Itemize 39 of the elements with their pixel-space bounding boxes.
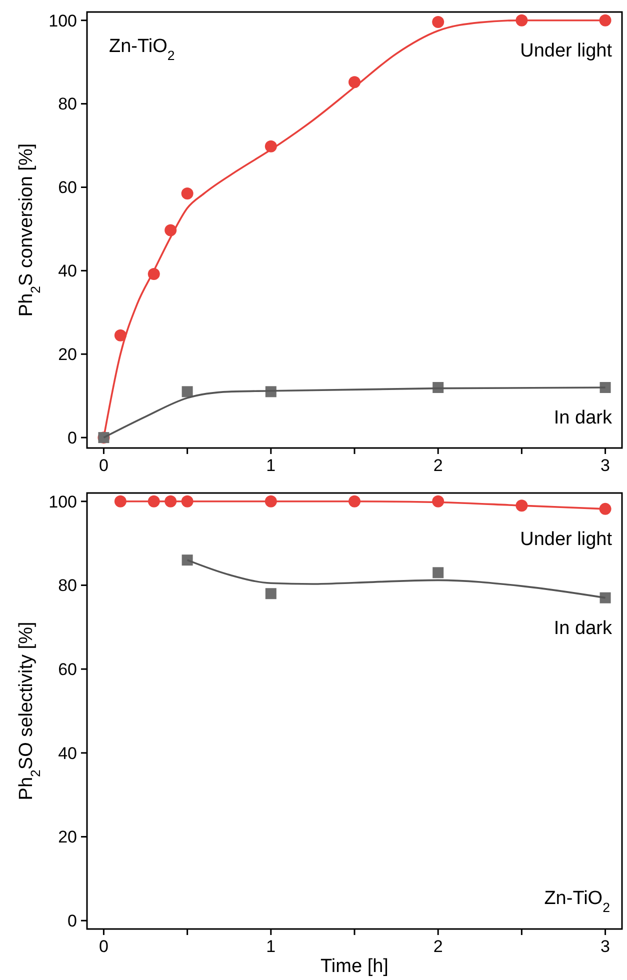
- annotation: Zn-TiO$_{2}$: [109, 36, 175, 62]
- annotation: Zn-TiO$_{2}$: [544, 888, 610, 914]
- point: [599, 502, 612, 515]
- x-tick-label: 3: [600, 937, 610, 956]
- y-tick-label: 80: [58, 576, 77, 596]
- point: [599, 14, 612, 26]
- y-tick-label: 20: [58, 828, 77, 847]
- x-tick-label: 2: [433, 937, 443, 956]
- point: [600, 592, 611, 604]
- series-label: Under light: [520, 528, 613, 550]
- point: [182, 386, 193, 398]
- point: [181, 187, 194, 200]
- x-tick-label: 0: [98, 456, 108, 475]
- y-tick-label: 80: [58, 94, 77, 114]
- y-tick-label: 100: [48, 492, 77, 512]
- x-tick-label: 0: [98, 937, 108, 956]
- point: [265, 588, 276, 600]
- x-axis-title: Time [h]: [320, 956, 388, 977]
- x-tick-label: 3: [600, 456, 610, 475]
- y-tick-label: 40: [58, 262, 77, 281]
- x-tick-label: 1: [266, 456, 276, 475]
- x-tick-label: 2: [433, 456, 443, 475]
- series-label: In dark: [554, 618, 612, 639]
- point: [182, 554, 193, 566]
- y-tick-label: 100: [48, 11, 77, 30]
- point: [432, 16, 444, 28]
- y-tick-label: 0: [68, 912, 77, 931]
- y-tick-label: 40: [58, 744, 77, 763]
- point: [114, 495, 126, 508]
- series-label: In dark: [554, 408, 612, 428]
- y-tick-label: 20: [58, 345, 77, 364]
- y-tick-label: 0: [68, 428, 77, 448]
- x-tick-label: 1: [266, 937, 276, 956]
- y-tick-label: 60: [58, 660, 77, 680]
- point: [114, 329, 126, 342]
- y-tick-label: 60: [58, 178, 77, 198]
- point: [432, 567, 444, 578]
- point: [600, 382, 611, 393]
- series-label: Under light: [520, 40, 613, 62]
